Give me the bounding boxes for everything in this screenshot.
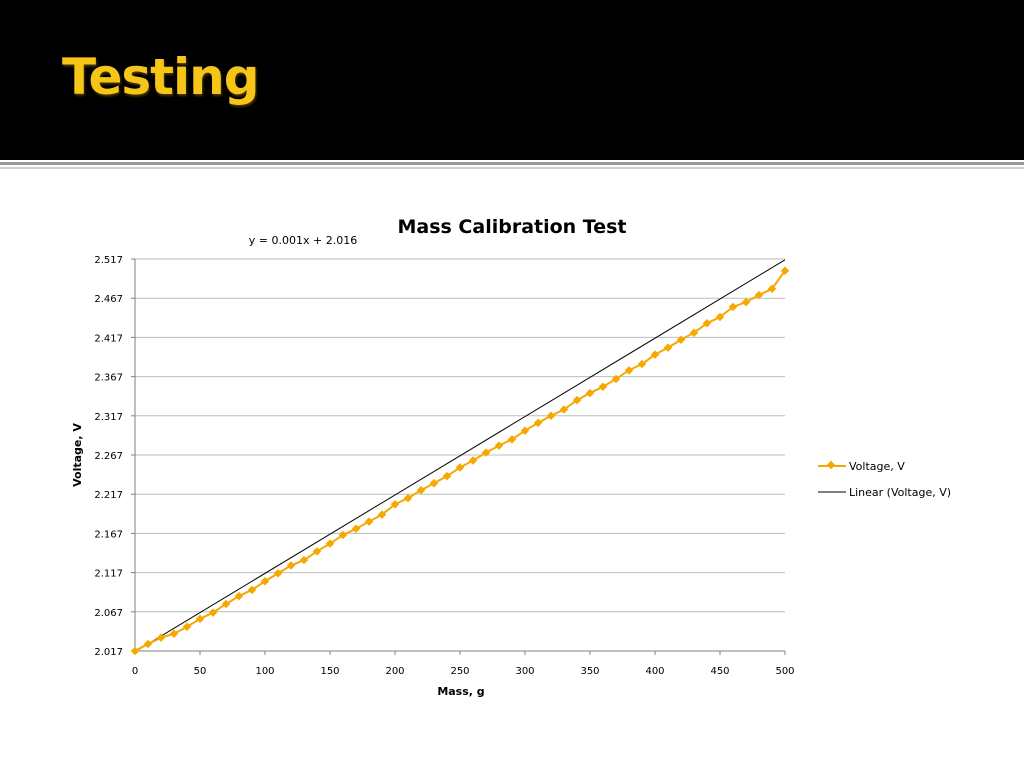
voltage-series-line: [134, 270, 786, 652]
chart-title: Mass Calibration Test: [397, 216, 626, 238]
x-tick-label: 400: [645, 666, 664, 677]
data-point: [624, 366, 634, 375]
data-point: [572, 395, 582, 405]
tick-labels: 2.017 2.067 2.117 2.167 2.217 2.267 2.317 2.367…: [94, 255, 794, 677]
data-point: [169, 629, 179, 638]
data-point: [455, 463, 465, 472]
data-point: [689, 328, 699, 337]
data-point: [468, 456, 478, 465]
data-point: [442, 471, 452, 481]
data-point: [676, 335, 686, 344]
data-series: [130, 266, 790, 656]
data-point: [338, 530, 348, 540]
y-tick-label: 2.467: [94, 294, 123, 305]
x-tick-label: 0: [132, 666, 138, 677]
y-tick-label: 2.417: [94, 333, 123, 344]
data-point: [416, 486, 426, 495]
data-point: [559, 405, 569, 414]
data-point: [741, 297, 751, 307]
x-tick-label: 450: [710, 666, 729, 677]
data-point: [481, 448, 491, 457]
trendline: [134, 259, 786, 653]
x-tick-label: 500: [775, 666, 794, 677]
axes: [131, 258, 786, 655]
x-tick-label: 150: [320, 666, 339, 677]
slide-title: Testing: [62, 48, 260, 106]
x-axis-title: Mass, g: [437, 685, 484, 698]
y-tick-label: 2.167: [94, 529, 123, 540]
data-point: [325, 539, 335, 548]
data-point: [546, 411, 556, 421]
data-point: [494, 441, 504, 450]
slide-header: Testing: [0, 0, 1024, 160]
data-point: [637, 359, 647, 369]
x-tick-label: 50: [194, 666, 207, 677]
legend-series-marker: [826, 460, 836, 470]
data-point: [195, 614, 205, 624]
data-point: [585, 388, 595, 398]
data-point: [754, 290, 764, 300]
x-tick-label: 300: [515, 666, 534, 677]
y-tick-label: 2.267: [94, 451, 123, 462]
y-tick-label: 2.067: [94, 608, 123, 619]
data-point: [767, 284, 777, 294]
legend-series-label: Voltage, V: [849, 460, 905, 473]
data-point: [507, 435, 517, 444]
data-point: [351, 524, 361, 533]
linear-trendline: [134, 259, 786, 653]
gridlines: [135, 258, 785, 613]
legend: Voltage, V Linear (Voltage, V): [818, 460, 951, 499]
data-point: [403, 493, 413, 503]
y-axis-title: Voltage, V: [71, 423, 84, 487]
data-point: [650, 350, 660, 359]
data-point: [728, 302, 738, 312]
data-point: [182, 622, 192, 631]
trendline-equation: y = 0.001x + 2.016: [249, 234, 357, 247]
data-point: [260, 576, 270, 586]
y-tick-label: 2.317: [94, 412, 123, 423]
data-point: [598, 382, 608, 392]
data-point: [364, 517, 374, 526]
data-point: [780, 266, 790, 276]
header-rule-light: [0, 167, 1024, 169]
data-point: [130, 646, 140, 656]
data-point: [611, 374, 621, 384]
x-tick-label: 200: [385, 666, 404, 677]
header-rule: [0, 162, 1024, 165]
x-tick-label: 350: [580, 666, 599, 677]
data-point: [702, 319, 712, 328]
data-point: [234, 591, 244, 601]
data-point: [299, 555, 309, 565]
x-tick-label: 250: [450, 666, 469, 677]
data-point: [520, 426, 530, 435]
data-point: [286, 561, 296, 570]
data-point: [533, 418, 543, 428]
y-tick-label: 2.217: [94, 490, 123, 501]
data-point: [663, 343, 673, 352]
y-tick-label: 2.367: [94, 373, 123, 384]
y-tick-label: 2.517: [94, 255, 123, 266]
legend-trendline-label: Linear (Voltage, V): [849, 486, 951, 499]
y-tick-label: 2.017: [94, 647, 123, 658]
data-point: [377, 510, 387, 519]
data-point: [312, 547, 322, 556]
data-point: [273, 569, 283, 578]
y-tick-label: 2.117: [94, 569, 123, 580]
x-tick-label: 100: [255, 666, 274, 677]
data-point: [390, 500, 400, 509]
data-point: [715, 312, 725, 322]
data-point: [429, 478, 439, 488]
data-point: [143, 639, 153, 649]
